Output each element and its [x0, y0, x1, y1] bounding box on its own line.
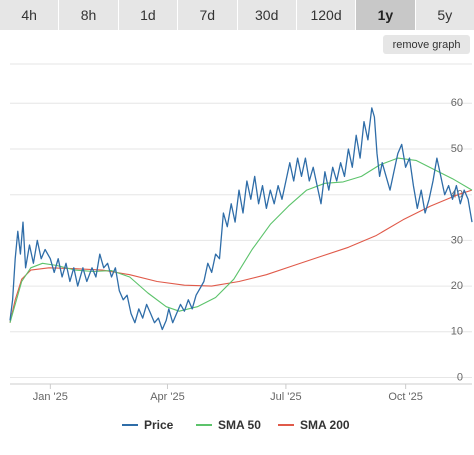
tab-4h[interactable]: 4h — [0, 0, 60, 30]
timeframe-tabs: 4h 8h 1d 7d 30d 120d 1y 5y — [0, 0, 474, 30]
legend-item-sma-50[interactable]: SMA 50 — [196, 418, 261, 432]
tab-5y[interactable]: 5y — [415, 0, 474, 30]
x-tick-label-0: Jan '25 — [33, 391, 68, 403]
legend-swatch-sma-200 — [278, 424, 294, 426]
legend-item-price[interactable]: Price — [122, 418, 173, 432]
legend-label-sma-50: SMA 50 — [218, 418, 261, 432]
tab-1d[interactable]: 1d — [118, 0, 179, 30]
x-tick-label-2: Jul '25 — [270, 391, 301, 403]
y-tick-label-20: 20 — [451, 280, 463, 292]
legend-label-sma-200: SMA 200 — [300, 418, 350, 432]
legend-swatch-price — [122, 424, 138, 426]
x-tick-label-3: Oct '25 — [388, 391, 423, 403]
series-line-price — [9, 107, 473, 331]
tab-120d[interactable]: 120d — [296, 0, 357, 30]
y-tick-label-30: 30 — [451, 234, 463, 246]
legend-label-price: Price — [144, 418, 174, 432]
x-tick-label-1: Apr '25 — [150, 391, 185, 403]
y-tick-label-50: 50 — [451, 143, 463, 155]
series-line-sma-200 — [9, 189, 473, 323]
remove-graph-button[interactable]: remove graph — [383, 35, 470, 54]
tab-7d[interactable]: 7d — [178, 0, 238, 30]
y-tick-label-60: 60 — [451, 97, 463, 109]
legend-swatch-sma-50 — [196, 424, 212, 426]
y-tick-label-0: 0 — [457, 371, 463, 383]
y-tick-label-10: 10 — [451, 326, 463, 338]
tab-30d[interactable]: 30d — [237, 0, 297, 30]
tab-1y[interactable]: 1y — [356, 0, 416, 30]
legend-item-sma-200[interactable]: SMA 200 — [278, 418, 350, 432]
tab-8h[interactable]: 8h — [59, 0, 119, 30]
chart-legend: Price SMA 50 SMA 200 — [0, 418, 474, 440]
